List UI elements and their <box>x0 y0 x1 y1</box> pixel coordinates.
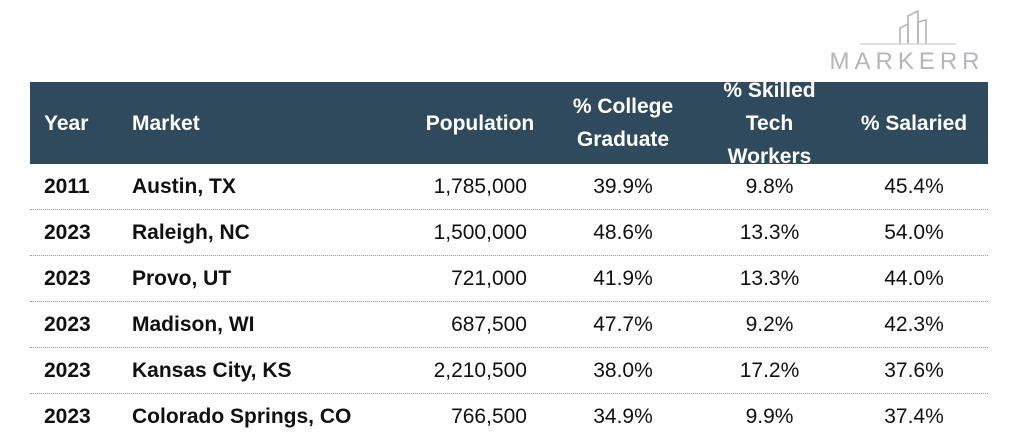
cell-population: 721,000 <box>451 267 527 290</box>
cell-market: Madison, WI <box>132 313 255 336</box>
markerr-logo: MARKERR <box>822 8 992 75</box>
cell-year: 2023 <box>44 221 91 244</box>
table-row: 2023 Raleigh, NC 1,500,000 48.6% 13.3% 5… <box>30 210 988 256</box>
cell-year: 2023 <box>44 267 91 290</box>
table-header: Year Market Population % College Graduat… <box>30 79 988 168</box>
table-row: 2023 Kansas City, KS 2,210,500 38.0% 17.… <box>30 348 988 394</box>
table-row: 2023 Madison, WI 687,500 47.7% 9.2% 42.3… <box>30 302 988 348</box>
cell-salaried: 37.6% <box>884 359 944 382</box>
cell-salaried: 45.4% <box>884 175 944 198</box>
header-college-graduate: % College Graduate <box>558 82 688 164</box>
market-table: Year Market Population % College Graduat… <box>30 79 988 440</box>
header-skilled-tech: % Skilled Tech Workers <box>702 79 837 168</box>
cell-salaried: 37.4% <box>884 405 944 428</box>
cell-population: 1,785,000 <box>433 175 527 198</box>
logo-wordmark: MARKERR <box>829 48 985 75</box>
cell-tech: 9.2% <box>745 313 794 336</box>
cell-college: 39.9% <box>593 175 653 198</box>
header-year: Year <box>44 111 89 135</box>
header-college-line1: % College <box>572 95 674 118</box>
header-population: Population <box>425 111 535 135</box>
header-salaried: % Salaried <box>860 111 968 135</box>
cell-year: 2023 <box>44 359 91 382</box>
cell-tech: 17.2% <box>739 359 800 382</box>
cell-tech: 13.3% <box>739 267 800 290</box>
cell-year: 2011 <box>44 175 90 198</box>
header-college-line2: Graduate <box>576 128 670 151</box>
cell-population: 766,500 <box>451 405 527 428</box>
buildings-icon <box>860 9 956 45</box>
table-row: 2023 Colorado Springs, CO 766,500 34.9% … <box>30 394 988 440</box>
cell-market: Austin, TX <box>132 175 236 198</box>
cell-market: Colorado Springs, CO <box>132 405 352 428</box>
cell-college: 41.9% <box>593 267 653 290</box>
cell-market: Provo, UT <box>132 267 232 290</box>
cell-population: 2,210,500 <box>433 359 527 382</box>
cell-market: Raleigh, NC <box>132 221 250 244</box>
cell-tech: 9.9% <box>745 405 794 428</box>
cell-college: 34.9% <box>593 405 653 428</box>
header-market: Market <box>132 111 200 135</box>
cell-salaried: 54.0% <box>884 221 944 244</box>
header-tech-line1: % Skilled <box>723 78 816 102</box>
cell-college: 47.7% <box>593 313 653 336</box>
cell-tech: 13.3% <box>739 221 800 244</box>
cell-salaried: 42.3% <box>884 313 944 336</box>
cell-population: 687,500 <box>451 313 527 336</box>
cell-college: 48.6% <box>593 221 653 244</box>
cell-year: 2023 <box>44 313 91 336</box>
header-tech-line2: Tech Workers <box>727 111 812 168</box>
cell-college: 38.0% <box>593 359 653 382</box>
cell-tech: 9.8% <box>745 175 794 198</box>
table-row: 2023 Provo, UT 721,000 41.9% 13.3% 44.0% <box>30 256 988 302</box>
table-row: 2011 Austin, TX 1,785,000 39.9% 9.8% 45.… <box>30 164 988 210</box>
cell-salaried: 44.0% <box>884 267 944 290</box>
cell-market: Kansas City, KS <box>132 359 292 382</box>
cell-year: 2023 <box>44 405 91 428</box>
cell-population: 1,500,000 <box>433 221 527 244</box>
